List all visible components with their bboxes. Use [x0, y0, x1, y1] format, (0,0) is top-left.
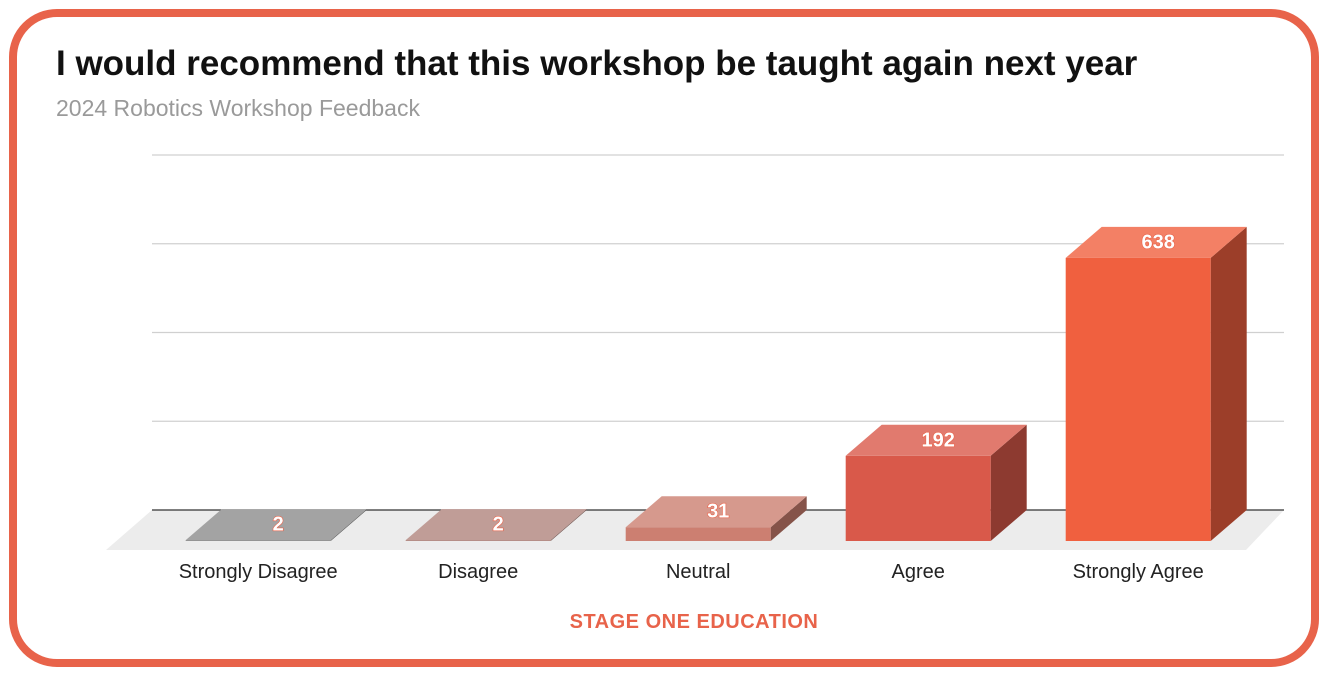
bar-disagree [405, 509, 587, 541]
category-label: Neutral [666, 561, 730, 583]
value-label: 638 [1142, 231, 1175, 253]
bar-strongly-agree [1065, 226, 1247, 541]
bar-neutral [625, 496, 807, 541]
chart-title: I would recommend that this workshop be … [56, 44, 1138, 83]
category-label: Strongly Disagree [179, 561, 338, 583]
chart-bars [185, 226, 1247, 541]
category-label: Disagree [438, 561, 518, 583]
value-label: 2 [493, 514, 504, 536]
category-label: Strongly Agree [1073, 561, 1204, 583]
value-labels: 2 2 31 192 638 [272, 231, 1175, 536]
value-label: 31 [707, 501, 729, 523]
bar-agree [845, 424, 1027, 541]
value-label: 2 [273, 514, 284, 536]
chart-subtitle: 2024 Robotics Workshop Feedback [56, 95, 420, 121]
value-label: 192 [922, 429, 955, 451]
category-labels: Strongly Disagree Disagree Neutral Agree Str… [179, 561, 1204, 583]
bar-strongly-disagree [185, 509, 367, 541]
category-label: Agree [892, 561, 945, 583]
source-credit: STAGE ONE EDUCATION [569, 611, 819, 633]
